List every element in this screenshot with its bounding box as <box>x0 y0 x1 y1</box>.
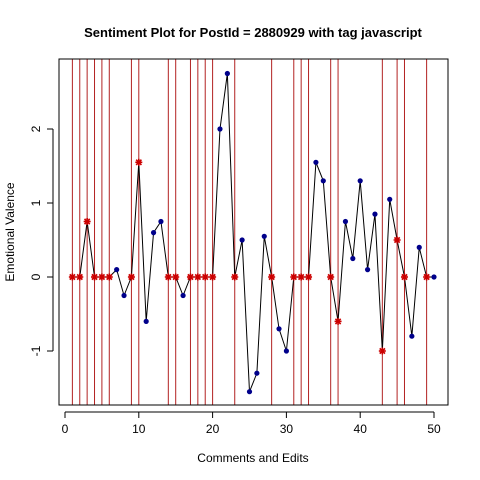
y-tick-label: 2 <box>29 125 43 132</box>
edit-point <box>290 273 298 281</box>
comment-point <box>276 326 282 332</box>
comment-point <box>342 218 349 225</box>
x-tick-label: 20 <box>206 422 220 436</box>
edit-point <box>378 347 386 355</box>
edit-point <box>209 273 217 281</box>
y-tick-label: 0 <box>29 273 43 280</box>
edit-point <box>400 273 408 281</box>
edit-point <box>127 273 135 281</box>
x-tick-label: 40 <box>354 422 368 436</box>
x-tick-label: 50 <box>427 422 441 436</box>
comment-point <box>283 348 289 354</box>
edit-point <box>135 158 143 166</box>
edit-point <box>334 317 342 325</box>
y-tick-label: 1 <box>29 199 43 206</box>
edit-point <box>186 273 194 281</box>
comment-point <box>431 274 437 280</box>
comment-point <box>409 333 415 339</box>
edit-point <box>76 273 84 281</box>
edit-point <box>268 273 276 281</box>
edit-point <box>172 273 180 281</box>
comment-point <box>239 237 245 243</box>
comment-point <box>364 267 371 273</box>
edit-point <box>327 273 335 281</box>
comment-point <box>357 178 363 184</box>
comment-point <box>372 211 378 217</box>
edit-point <box>164 273 172 281</box>
comment-point <box>150 230 157 236</box>
comment-point <box>114 267 120 273</box>
comment-point <box>121 292 127 299</box>
edit-point <box>297 273 305 281</box>
x-tick-label: 0 <box>62 422 69 436</box>
edit-point <box>231 273 239 281</box>
x-axis: 0 10 20 30 40 50 <box>62 411 441 436</box>
x-tick-label: 30 <box>280 422 294 436</box>
comment-point <box>224 70 230 77</box>
comment-point <box>143 318 149 324</box>
comment-point <box>416 244 422 250</box>
comment-point <box>320 178 326 184</box>
comment-point <box>313 159 319 165</box>
edit-point <box>201 273 209 281</box>
plot-frame <box>58 58 449 406</box>
edit-vertical-lines <box>71 59 428 405</box>
comment-point <box>350 255 356 262</box>
y-axis: -1 0 1 2 <box>29 125 54 356</box>
edit-point <box>91 273 99 281</box>
y-axis-label: Emotional Valence <box>3 182 17 281</box>
edit-point <box>423 273 431 281</box>
comment-point <box>254 370 260 376</box>
chart-title: Sentiment Plot for PostId = 2880929 with… <box>84 25 422 40</box>
x-axis-label: Comments and Edits <box>197 451 308 465</box>
series-line <box>72 73 434 392</box>
data-points <box>68 70 437 395</box>
edit-point <box>194 273 202 281</box>
edit-point <box>98 273 106 281</box>
comment-point <box>261 233 267 239</box>
edit-point <box>68 273 76 281</box>
edit-point <box>83 218 91 225</box>
edit-point <box>305 273 313 281</box>
comment-point <box>246 389 253 395</box>
comment-point <box>217 126 223 132</box>
edit-point <box>393 236 401 244</box>
comment-point <box>158 218 164 225</box>
x-tick-label: 10 <box>132 422 146 436</box>
edit-point <box>105 273 113 281</box>
y-tick-label: -1 <box>29 345 43 356</box>
comment-point <box>387 196 393 202</box>
comment-point <box>180 292 186 299</box>
